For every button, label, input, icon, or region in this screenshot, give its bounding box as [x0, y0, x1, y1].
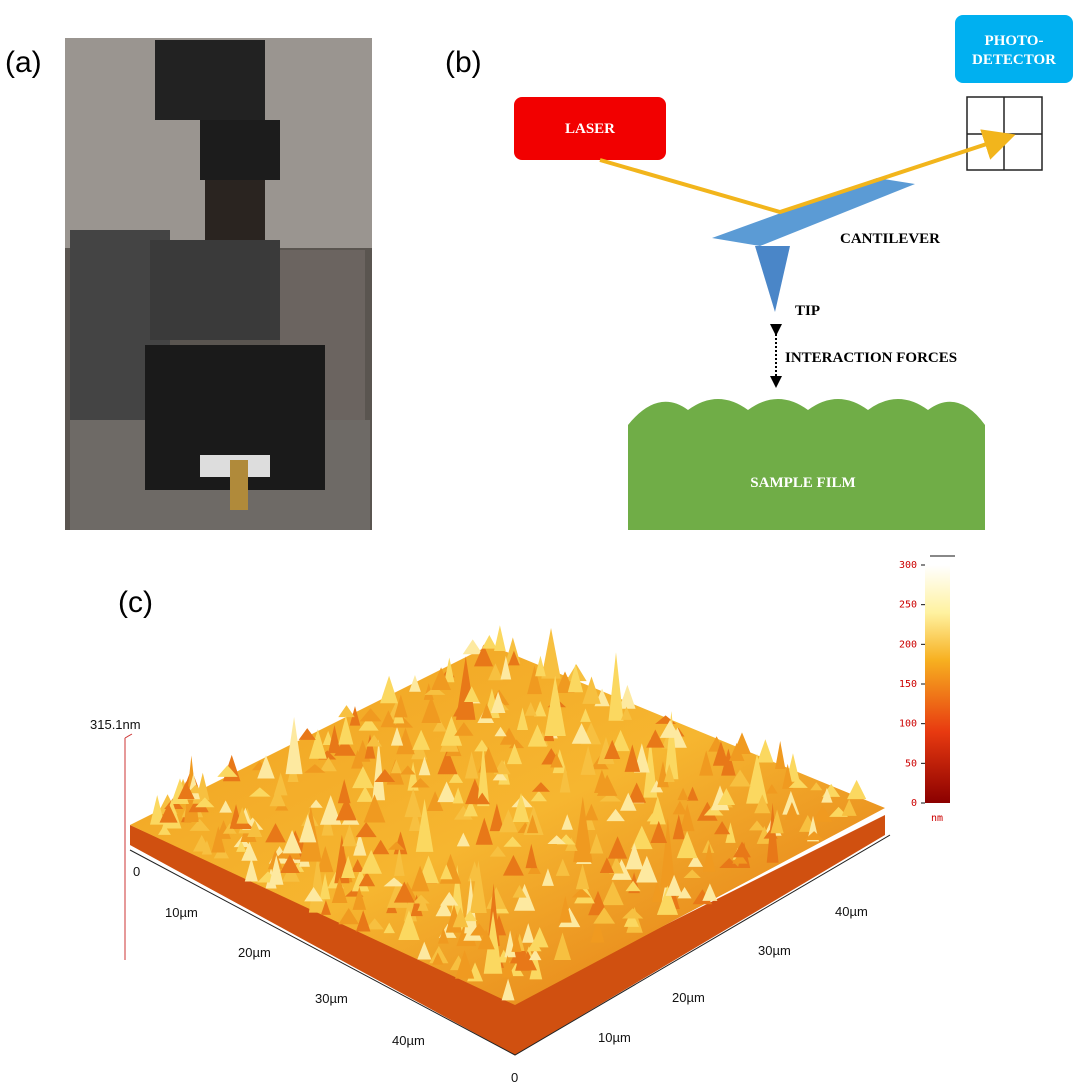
axis-label: 0 [511, 1070, 518, 1085]
surface-peak [608, 652, 623, 721]
axis-label: 40µm [392, 1033, 425, 1048]
laser-label: LASER [565, 121, 615, 137]
surface-peak [380, 676, 398, 703]
axis-label: 30µm [758, 943, 791, 958]
surface-peak [463, 639, 483, 654]
sample-label: SAMPLE FILM [750, 475, 855, 491]
panel-label: (a) [5, 46, 42, 79]
colorbar-label: 150 [899, 679, 917, 690]
surface-peak [775, 741, 785, 769]
colorbar-label: 200 [899, 639, 917, 650]
surface-peak [847, 780, 866, 799]
photo [65, 38, 372, 530]
colorbar-label: 250 [899, 600, 917, 611]
axis-label: 20µm [238, 945, 271, 960]
colorbar-label: 100 [899, 719, 917, 730]
axis-label: 10µm [598, 1030, 631, 1045]
axis-label: 20µm [672, 990, 705, 1005]
figure: (a) (b) (c) LASER PHOTO- DETECTOR CANTIL… [0, 0, 1073, 1088]
detector-label: DETECTOR [972, 52, 1056, 68]
afm-surface: 315.1nm [90, 625, 890, 1055]
colorbar-unit: nm [931, 813, 943, 824]
colorbar-label: 50 [905, 758, 917, 769]
axis-label: 30µm [315, 991, 348, 1006]
surface-peak [338, 705, 354, 717]
surface-peak [757, 739, 773, 762]
colorbar-label: 300 [899, 560, 917, 571]
tip-label: TIP [795, 303, 820, 319]
axis-label: 40µm [835, 904, 868, 919]
panel-label: (b) [445, 46, 482, 79]
surface-peak [482, 635, 497, 649]
colorbar-label: 0 [911, 798, 917, 809]
colorbar [925, 556, 955, 803]
axis-label: 10µm [165, 905, 198, 920]
axis-label: 0 [133, 864, 140, 879]
interaction-label: INTERACTION FORCES [785, 350, 957, 366]
panel-label: (c) [118, 586, 153, 619]
cantilever-label: CANTILEVER [840, 231, 940, 247]
afm-diagram: LASER PHOTO- DETECTOR CANTILEVER TIP INT… [514, 15, 1073, 530]
detector-label: PHOTO- [985, 33, 1044, 49]
z-label: 315.1nm [90, 717, 141, 732]
